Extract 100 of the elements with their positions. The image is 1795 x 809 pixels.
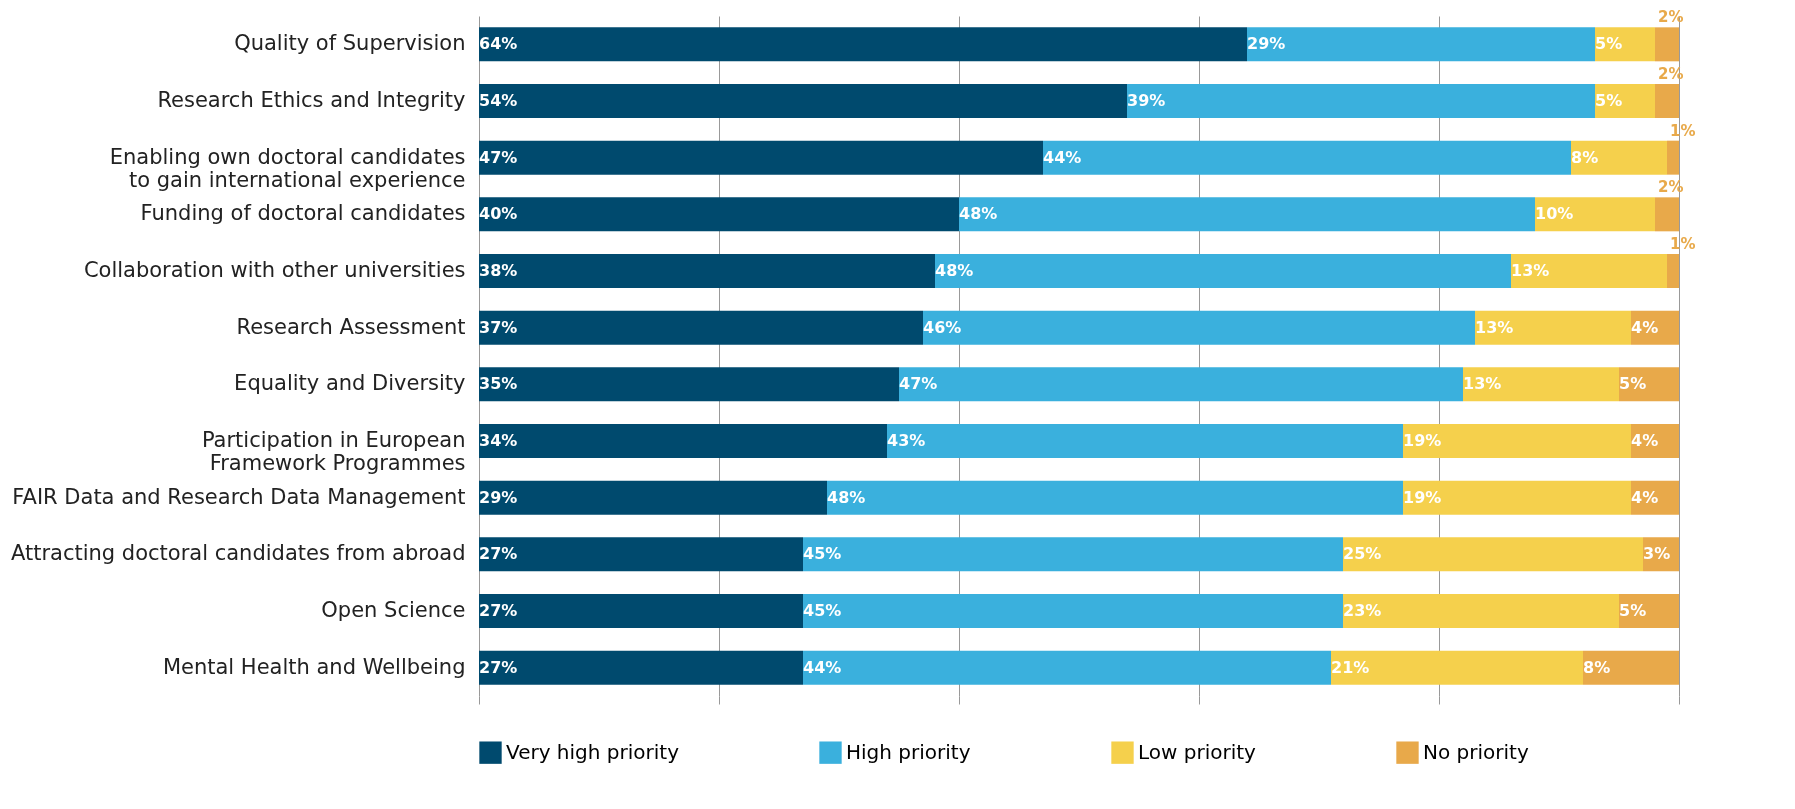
data-label: 5%	[1595, 34, 1623, 54]
data-label: 37%	[479, 317, 518, 337]
data-label: 3%	[1643, 544, 1671, 564]
bar	[923, 310, 1475, 345]
data-label: 39%	[1127, 91, 1166, 110]
data-label: 48%	[959, 204, 998, 224]
data-label: 44%	[1043, 147, 1082, 167]
bar	[899, 367, 1463, 402]
y-tick-label: Participation in European Framework Programmes	[201, 428, 466, 475]
y-tick-label: Enabling own doctoral candidates to gain international experience	[109, 144, 466, 192]
y-tick-label: Quality of Supervision	[234, 31, 466, 56]
data-label: 44%	[803, 657, 842, 677]
data-label: 13%	[1511, 261, 1550, 280]
y-tick-label: Attracting doctoral candidates from abroad	[10, 541, 466, 566]
bar	[479, 650, 803, 685]
bar	[1619, 367, 1679, 402]
data-label: 4%	[1631, 487, 1659, 507]
data-label: 48%	[935, 261, 974, 280]
y-tick-label: Funding of doctoral candidates	[140, 201, 466, 226]
bar	[479, 84, 1127, 118]
data-label: 54%	[479, 91, 518, 110]
bar	[479, 424, 887, 458]
data-label: 48%	[827, 487, 866, 507]
bar	[887, 424, 1403, 458]
bar	[827, 480, 1403, 515]
bar	[1511, 254, 1667, 288]
data-label: 5%	[1619, 601, 1647, 620]
bar	[1247, 27, 1595, 62]
data-label: 13%	[1463, 374, 1502, 394]
y-tick-label: Open Science	[321, 598, 466, 622]
bar	[1583, 650, 1679, 685]
bar	[935, 254, 1511, 288]
bar	[803, 537, 1343, 572]
bar	[1403, 480, 1631, 515]
bar	[479, 537, 803, 572]
bar	[1475, 310, 1631, 345]
bar	[1667, 254, 1679, 288]
data-label: 5%	[1595, 91, 1623, 110]
data-label: 46%	[923, 317, 962, 337]
y-tick-label: Research Ethics and Integrity	[157, 88, 466, 112]
data-label: 40%	[479, 204, 518, 224]
data-label: 45%	[803, 601, 842, 620]
bar	[803, 594, 1343, 628]
data-label: 5%	[1619, 374, 1647, 394]
bar	[1343, 537, 1643, 572]
data-label: 45%	[803, 544, 842, 564]
bar	[1595, 27, 1655, 62]
bar	[1619, 594, 1679, 628]
data-label: 19%	[1403, 487, 1442, 507]
data-label: 25%	[1343, 544, 1382, 564]
bar	[1331, 650, 1583, 685]
y-tick-label: Mental Health and Wellbeing	[162, 654, 466, 679]
data-label: 38%	[479, 261, 518, 280]
data-label: 8%	[1571, 147, 1599, 167]
data-label: 47%	[899, 374, 938, 394]
legend-label: Very high priority	[506, 739, 680, 764]
bar	[1343, 594, 1619, 628]
data-label: 27%	[479, 657, 518, 677]
data-label: 2%	[1658, 8, 1684, 27]
data-label: 8%	[1583, 657, 1611, 677]
data-label: 10%	[1535, 204, 1574, 224]
bar	[1535, 197, 1655, 232]
data-label: 35%	[479, 374, 518, 394]
bar	[1463, 367, 1619, 402]
bar	[1043, 140, 1571, 175]
legend-label: High priority	[846, 739, 971, 764]
data-label: 29%	[479, 487, 518, 507]
bar	[479, 310, 923, 345]
data-label: 29%	[1247, 34, 1286, 54]
legend-label: Low priority	[1138, 739, 1257, 764]
bar	[959, 197, 1535, 232]
bar	[479, 367, 899, 402]
data-label: 64%	[479, 34, 518, 54]
data-label: 19%	[1403, 431, 1442, 450]
data-label: 47%	[479, 147, 518, 167]
data-label: 4%	[1631, 317, 1659, 337]
data-label: 34%	[479, 431, 518, 450]
bar	[1571, 140, 1667, 175]
bar	[479, 197, 959, 232]
bar	[1655, 197, 1679, 232]
data-label: 27%	[479, 601, 518, 620]
bar	[1403, 424, 1631, 458]
data-label: 43%	[887, 431, 926, 450]
data-label: 27%	[479, 544, 518, 564]
bar	[1655, 84, 1679, 118]
bar	[1595, 84, 1655, 118]
bar	[1127, 84, 1595, 118]
bar	[1655, 27, 1679, 62]
y-tick-label: Equality and Diversity	[234, 371, 466, 396]
bar	[479, 140, 1043, 175]
bar	[479, 594, 803, 628]
data-label: 23%	[1343, 601, 1382, 620]
bar	[1667, 140, 1679, 175]
data-label: 4%	[1631, 431, 1659, 450]
legend-label: No priority	[1423, 739, 1529, 764]
y-tick-label: Research Assessment	[236, 314, 466, 339]
bar	[803, 650, 1331, 685]
data-label: 21%	[1331, 657, 1370, 677]
y-tick-label: FAIR Data and Research Data Management	[12, 484, 466, 509]
bar	[479, 254, 935, 288]
